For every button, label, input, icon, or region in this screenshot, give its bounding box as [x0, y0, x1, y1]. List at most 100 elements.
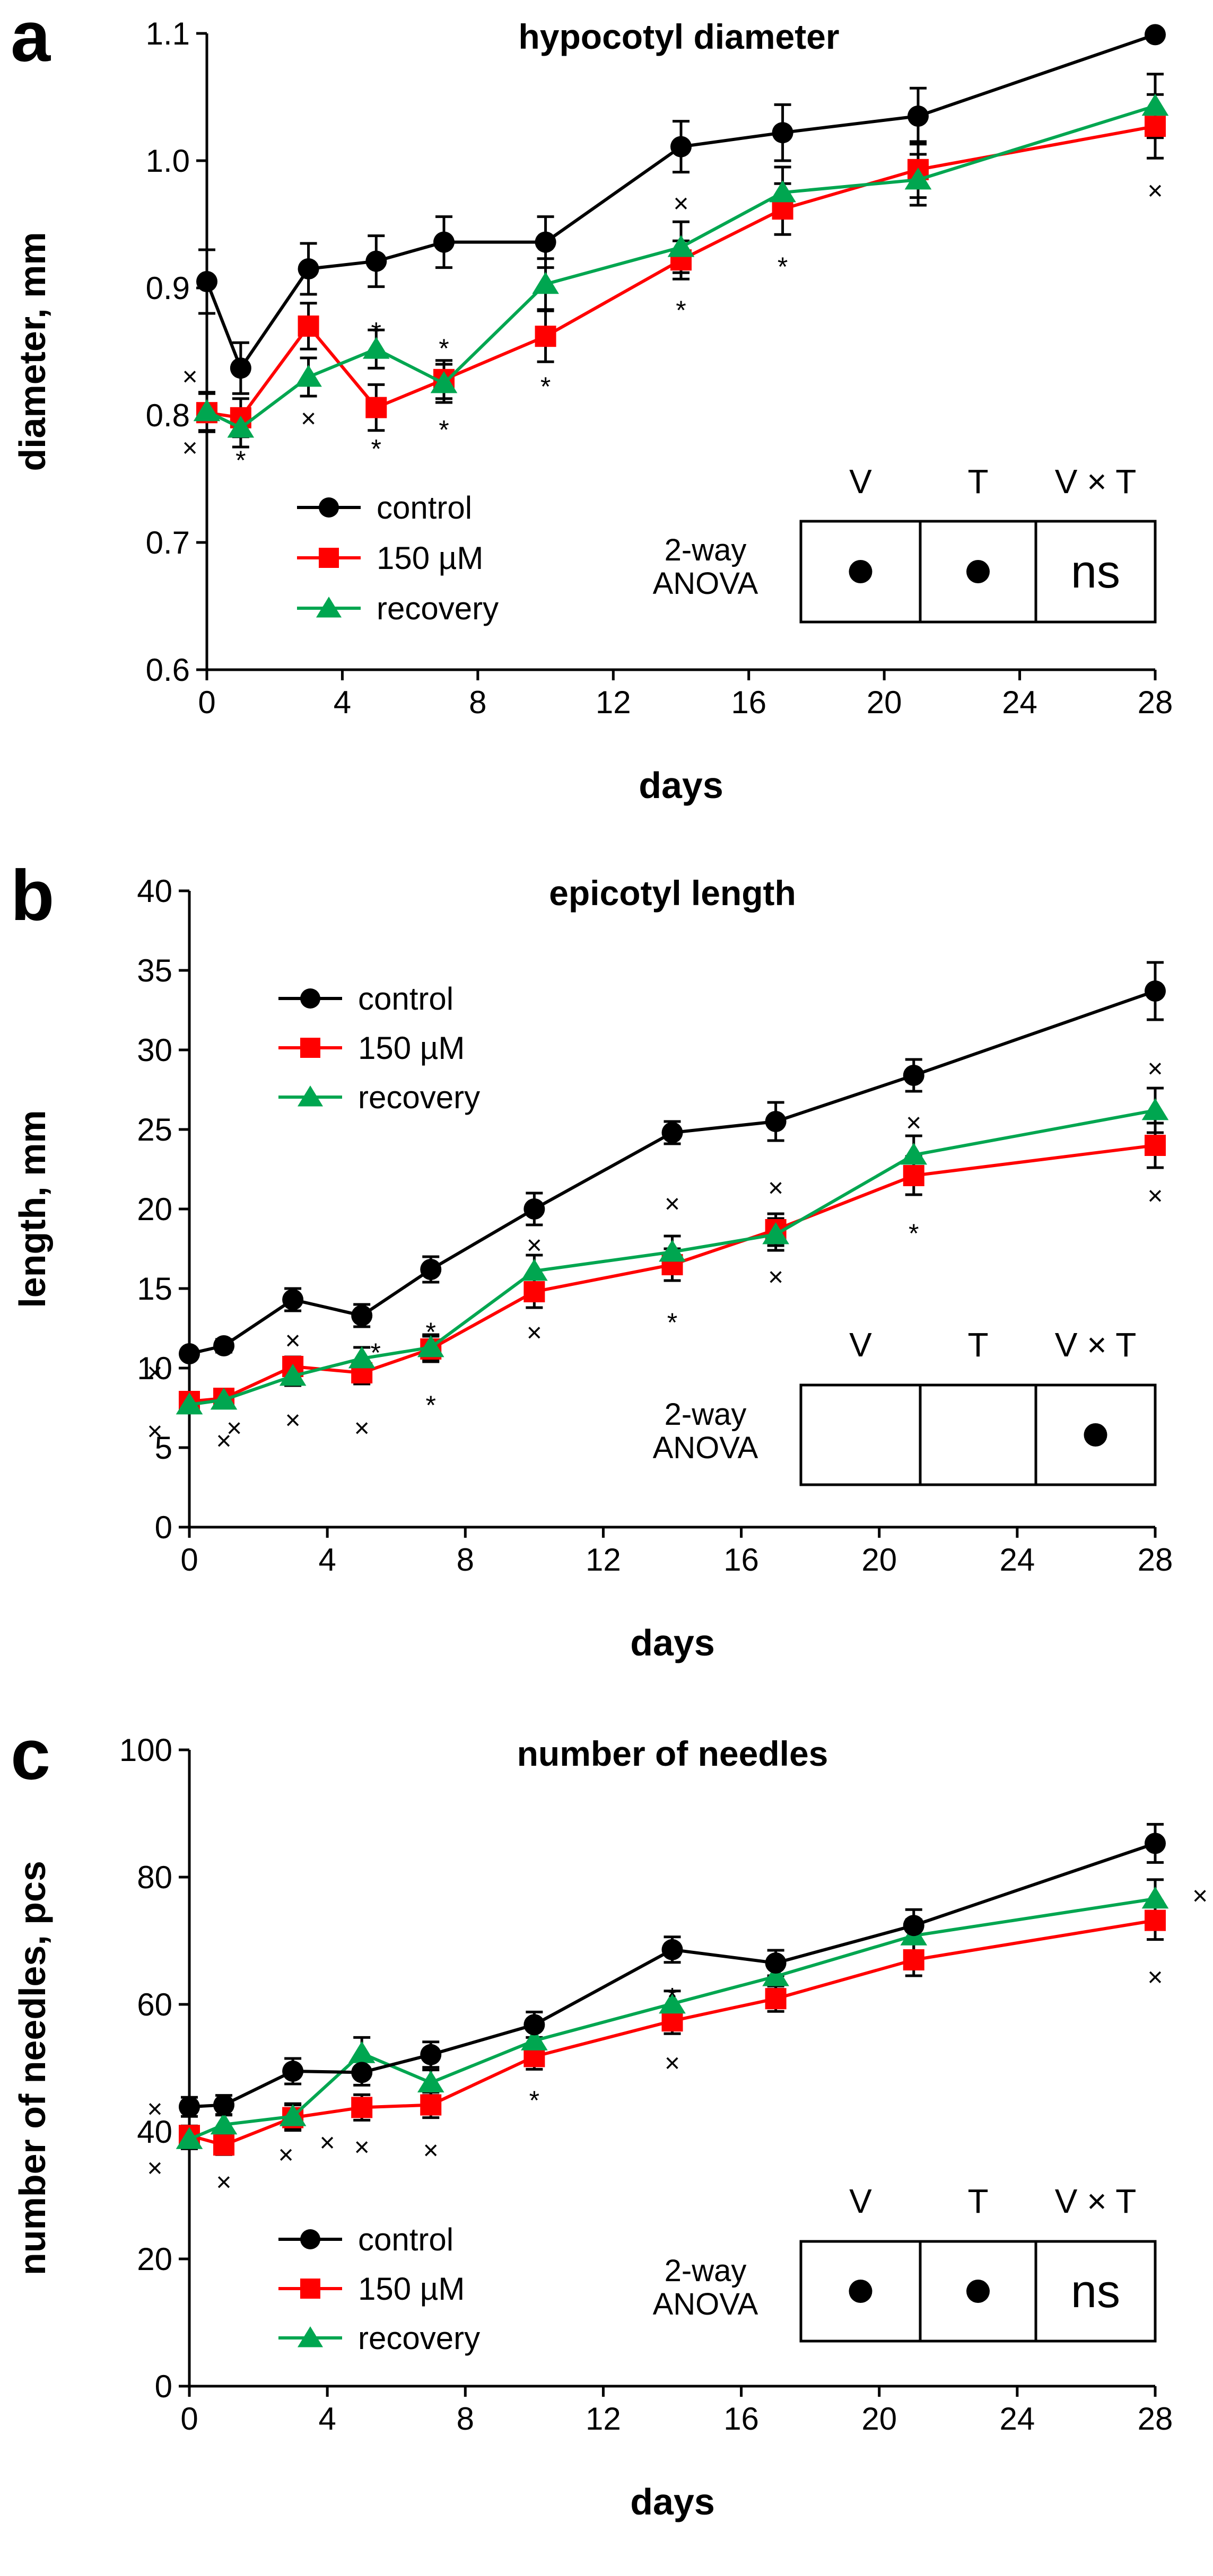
anova-label-line1: 2-way	[665, 533, 747, 567]
data-point-recovery	[227, 416, 255, 438]
legend-marker-recovery	[316, 597, 342, 618]
series-line-recovery	[206, 104, 1156, 430]
y-tick-label: 5	[155, 1430, 172, 1466]
series-line-stress	[189, 1144, 1156, 1403]
anova-significant-dot	[966, 2280, 990, 2303]
data-point-stress	[1145, 116, 1166, 137]
y-tick-label: 35	[137, 953, 172, 988]
x-tick-label: 8	[469, 685, 486, 720]
chart-title: hypocotyl diameter	[518, 17, 839, 56]
y-tick-label: 15	[137, 1271, 172, 1307]
significance-cross: ×	[216, 1426, 231, 1456]
legend-label-stress: 150 µM	[377, 540, 483, 576]
panel-letter-c: c	[11, 1714, 50, 1794]
y-tick-label: 30	[137, 1032, 172, 1068]
y-axis-title: length, mm	[12, 1110, 53, 1308]
legend-label-recovery: recovery	[358, 1080, 480, 1115]
data-point-stress	[523, 1281, 545, 1302]
significance-star: *	[529, 2086, 539, 2115]
x-tick-label: 4	[318, 2401, 336, 2437]
y-tick-label: 1.0	[146, 143, 190, 179]
data-point-recovery	[1141, 1886, 1169, 1909]
y-tick-label: 40	[137, 873, 172, 909]
data-point-recovery	[667, 235, 695, 257]
panel-c-number-of-needles: number of needles 0 20 40 60 80 100 0 4 8 12 16 20 24…	[12, 1732, 1208, 2522]
data-point-recovery	[279, 2104, 307, 2126]
significance-cross: ×	[1147, 1962, 1163, 1992]
data-point-control	[523, 1198, 545, 1220]
data-point-stress	[351, 2097, 373, 2118]
legend-label-stress: 150 µM	[358, 1030, 465, 1066]
x-tick-label: 20	[867, 685, 902, 720]
data-point-control	[903, 1065, 924, 1086]
anova-significant-dot	[849, 560, 872, 583]
data-point-control	[282, 2061, 304, 2082]
series-line-stress	[206, 125, 1156, 420]
data-point-recovery	[521, 2028, 548, 2051]
significance-cross: ×	[147, 2153, 162, 2183]
data-point-control	[661, 1939, 683, 1960]
legend-marker-control	[300, 2229, 320, 2249]
significance-star: *	[439, 334, 449, 363]
x-tick-label: 16	[731, 685, 766, 720]
data-point-control	[420, 2044, 442, 2065]
anova-ns: ns	[1071, 545, 1120, 598]
x-tick-label: 20	[861, 2401, 897, 2437]
data-point-recovery	[279, 1364, 307, 1386]
legend-marker-stress	[300, 2279, 320, 2299]
significance-cross: ×	[216, 2167, 231, 2197]
anova-header: V × T	[1055, 1326, 1137, 1364]
data-point-recovery	[769, 180, 796, 203]
data-point-control	[196, 271, 217, 292]
y-tick-label: 100	[119, 1732, 172, 1768]
data-point-control	[351, 2062, 373, 2083]
significance-cross: ×	[527, 1230, 542, 1260]
x-tick-label: 20	[861, 1542, 897, 1578]
data-point-control	[213, 1335, 235, 1356]
data-point-stress	[903, 1949, 924, 1970]
significance-star: *	[439, 415, 449, 444]
significance-star: *	[371, 317, 381, 347]
significance-cross: ×	[147, 1416, 162, 1446]
data-point-recovery	[417, 1335, 444, 1357]
significance-star: *	[667, 1983, 677, 2012]
panel-letter-b: b	[11, 855, 54, 935]
data-point-recovery	[417, 2070, 444, 2092]
data-point-recovery	[762, 1964, 789, 1986]
significance-cross: ×	[665, 1189, 680, 1219]
y-axis-title: number of needles, pcs	[12, 1861, 53, 2275]
significance-star: *	[909, 1219, 919, 1248]
data-point-recovery	[430, 371, 458, 393]
data-point-stress	[1145, 1909, 1166, 1931]
data-point-control	[179, 1343, 200, 1364]
significance-cross: ×	[665, 2048, 680, 2078]
x-axis-title: days	[630, 2481, 715, 2522]
legend-label-control: control	[377, 490, 472, 525]
significance-cross: ×	[182, 362, 197, 391]
legend-marker-stress	[300, 1038, 320, 1058]
data-point-stress	[420, 2094, 442, 2116]
y-tick-label: 25	[137, 1112, 172, 1147]
x-tick-label: 0	[180, 2401, 198, 2437]
significance-cross: ×	[1147, 1181, 1163, 1211]
anova-header: V	[849, 2182, 872, 2220]
data-point-stress	[213, 2134, 235, 2156]
data-point-control	[907, 106, 929, 127]
data-point-recovery	[1141, 1098, 1169, 1120]
significance-star: *	[667, 1308, 677, 1337]
y-tick-label: 0	[155, 1510, 172, 1545]
anova-label-line1: 2-way	[665, 1397, 747, 1432]
anova-header: V × T	[1055, 462, 1137, 501]
data-point-stress	[298, 316, 319, 337]
data-point-recovery	[295, 365, 322, 387]
significance-cross: ×	[147, 1357, 162, 1387]
significance-cross: ×	[301, 404, 316, 433]
anova-table	[799, 2240, 1157, 2343]
data-point-stress	[365, 397, 387, 418]
data-point-recovery	[193, 399, 221, 422]
significance-star: *	[540, 372, 551, 401]
data-point-control	[213, 2094, 235, 2116]
x-tick-label: 24	[999, 2401, 1035, 2437]
significance-star: *	[778, 252, 788, 282]
legend-marker-stress	[319, 548, 339, 568]
